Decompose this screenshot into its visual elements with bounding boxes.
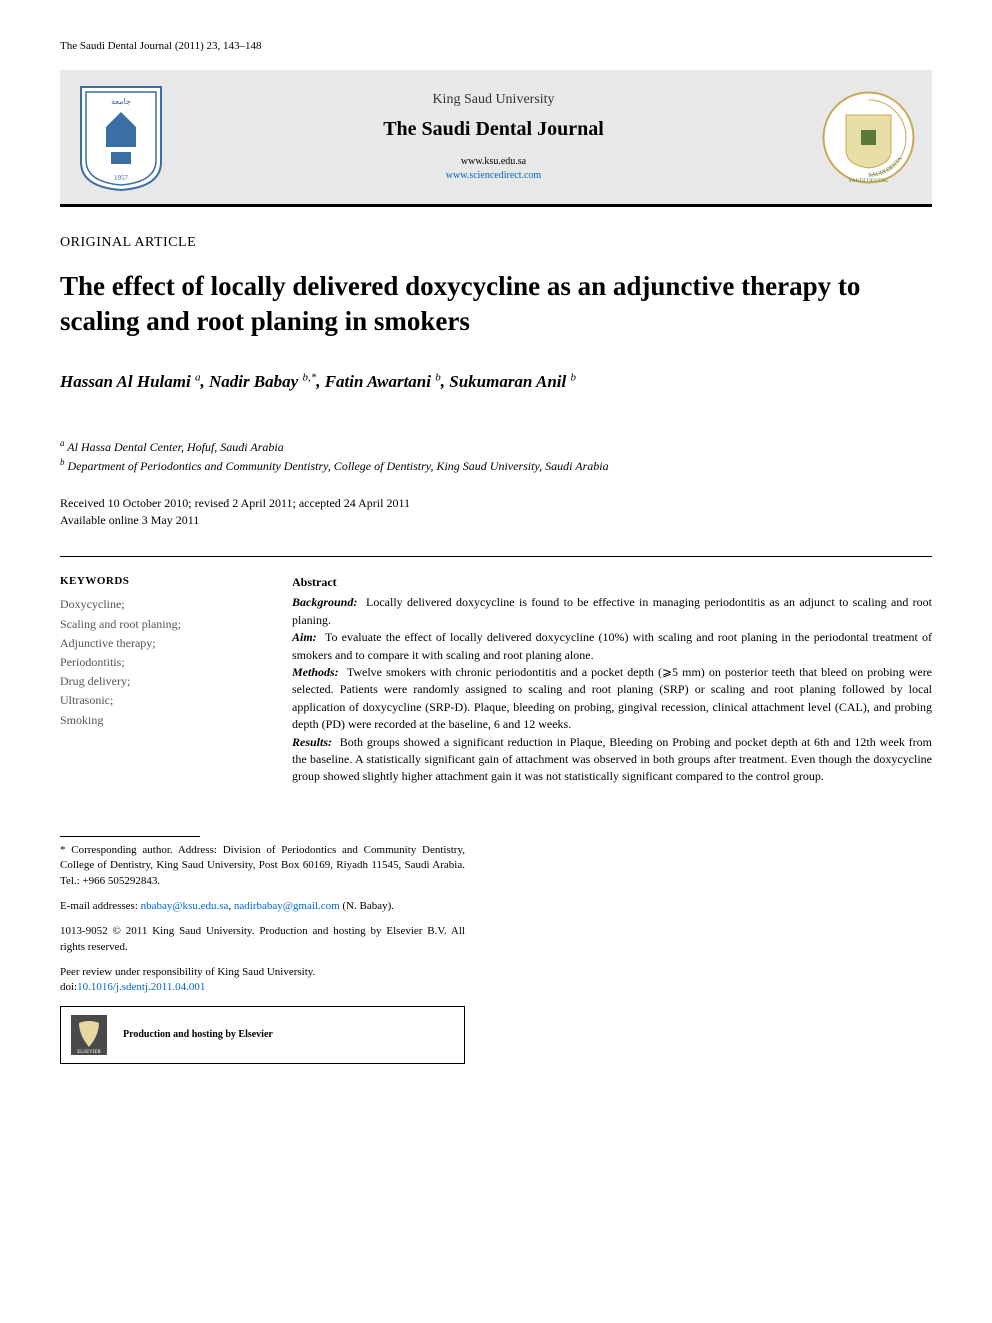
keywords-column: KEYWORDS Doxycycline; Scaling and root p…	[60, 575, 260, 785]
email-addresses: E-mail addresses: nbabay@ksu.edu.sa, nad…	[60, 899, 465, 914]
svg-text:جامعة: جامعة	[111, 97, 131, 106]
elsevier-logo-icon: ELSEVIER	[71, 1015, 107, 1055]
article-type-label: ORIGINAL ARTICLE	[60, 235, 932, 251]
svg-text:1957: 1957	[114, 174, 129, 182]
keyword: Scaling and root planing;	[60, 615, 260, 634]
keyword: Ultrasonic;	[60, 691, 260, 710]
keywords-list: Doxycycline; Scaling and root planing; A…	[60, 595, 260, 729]
abstract-segment: Background: Locally delivered doxycyclin…	[292, 594, 932, 629]
elsevier-hosting-box: ELSEVIER Production and hosting by Elsev…	[60, 1006, 465, 1064]
available-online: Available online 3 May 2011	[60, 512, 932, 529]
journal-reference: The Saudi Dental Journal (2011) 23, 143–…	[60, 40, 932, 52]
svg-text:SAUDI DENTAL: SAUDI DENTAL	[849, 178, 889, 184]
abstract-heading: Abstract	[292, 575, 932, 590]
authors-list: Hassan Al Hulami a, Nadir Babay b,*, Fat…	[60, 371, 932, 392]
journal-name: The Saudi Dental Journal	[166, 118, 821, 141]
abstract-column: Abstract Background: Locally delivered d…	[292, 575, 932, 785]
keyword: Periodontitis;	[60, 653, 260, 672]
url-sciencedirect[interactable]: www.sciencedirect.com	[166, 169, 821, 183]
header-center: King Saud University The Saudi Dental Jo…	[166, 92, 821, 183]
doi-link[interactable]: 10.1016/j.sdentj.2011.04.001	[77, 981, 205, 993]
author: Nadir Babay b,*	[209, 372, 316, 391]
affiliation: b Department of Periodontics and Communi…	[60, 456, 932, 475]
keywords-heading: KEYWORDS	[60, 575, 260, 587]
copyright: 1013-9052 © 2011 King Saud University. P…	[60, 924, 465, 955]
keywords-abstract-row: KEYWORDS Doxycycline; Scaling and root p…	[60, 575, 932, 785]
received-revised-accepted: Received 10 October 2010; revised 2 Apri…	[60, 495, 932, 512]
keyword: Doxycycline;	[60, 595, 260, 614]
university-logo: جامعة 1957	[76, 82, 166, 192]
section-divider	[60, 556, 932, 557]
keyword: Drug delivery;	[60, 672, 260, 691]
author: Hassan Al Hulami a	[60, 372, 200, 391]
author: Fatin Awartani b	[325, 372, 441, 391]
peer-review-doi: Peer review under responsibility of King…	[60, 965, 465, 996]
elsevier-hosting-text: Production and hosting by Elsevier	[123, 1029, 273, 1040]
author: Sukumaran Anil b	[449, 372, 576, 391]
footnote-divider	[60, 836, 200, 837]
abstract-segment: Methods: Twelve smokers with chronic per…	[292, 664, 932, 734]
publisher-name: King Saud University	[166, 92, 821, 108]
society-logo: SAUDI DENTAL SOCIETY SAUDI DENTAL	[821, 90, 916, 185]
journal-header: جامعة 1957 King Saud University The Saud…	[60, 70, 932, 207]
url-ksu[interactable]: www.ksu.edu.sa	[166, 155, 821, 169]
affiliation: a Al Hassa Dental Center, Hofuf, Saudi A…	[60, 437, 932, 456]
abstract-body: Background: Locally delivered doxycyclin…	[292, 594, 932, 785]
keyword: Smoking	[60, 711, 260, 730]
article-title: The effect of locally delivered doxycycl…	[60, 269, 932, 339]
abstract-segment: Aim: To evaluate the effect of locally d…	[292, 629, 932, 664]
email-link[interactable]: nadirbabay@gmail.com	[234, 900, 340, 912]
affiliations: a Al Hassa Dental Center, Hofuf, Saudi A…	[60, 437, 932, 475]
article-dates: Received 10 October 2010; revised 2 Apri…	[60, 495, 932, 529]
abstract-segment: Results: Both groups showed a significan…	[292, 734, 932, 786]
email-link[interactable]: nbabay@ksu.edu.sa	[141, 900, 229, 912]
footnotes: * Corresponding author. Address: Divisio…	[60, 843, 465, 996]
svg-text:ELSEVIER: ELSEVIER	[77, 1050, 101, 1055]
keyword: Adjunctive therapy;	[60, 634, 260, 653]
journal-urls: www.ksu.edu.sa www.sciencedirect.com	[166, 155, 821, 183]
corresponding-author: * Corresponding author. Address: Divisio…	[60, 843, 465, 889]
